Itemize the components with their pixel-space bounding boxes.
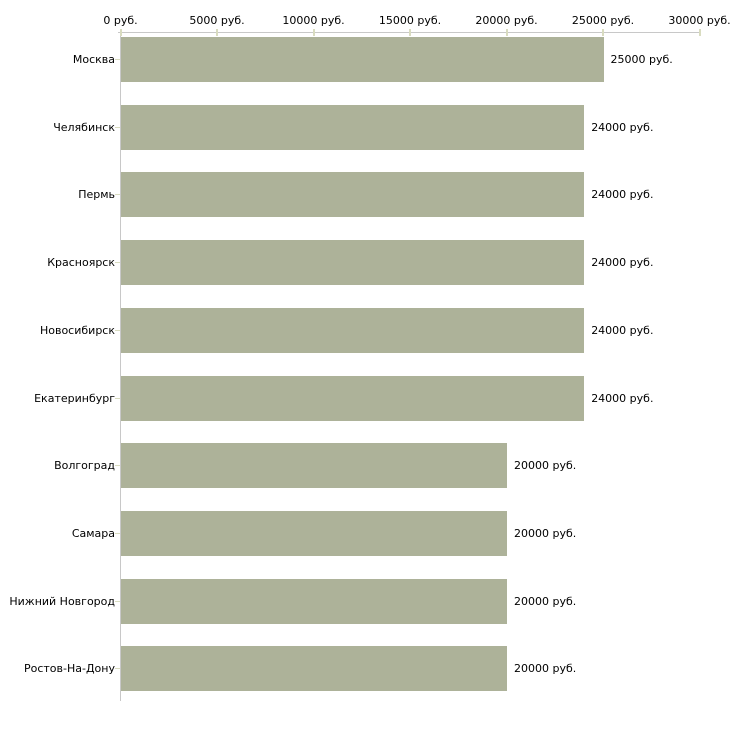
- bar-row: Ростов-На-Дону 20000 руб.: [0, 646, 730, 692]
- bar-row: Пермь 24000 руб.: [0, 172, 730, 218]
- x-axis-tick-mark: [602, 29, 604, 36]
- bar: [121, 578, 507, 624]
- y-axis-tick-mark: [115, 397, 120, 399]
- bar-row: Екатеринбург 24000 руб.: [0, 375, 730, 421]
- x-axis-tick-label: 15000 руб.: [378, 14, 442, 27]
- bar: [121, 104, 585, 150]
- x-axis-tick-mark: [409, 29, 411, 36]
- y-axis-tick-mark: [115, 329, 120, 331]
- bar: [121, 240, 585, 286]
- bar-row: Волгоград 20000 руб.: [0, 443, 730, 489]
- bar-row: Красноярск 24000 руб.: [0, 240, 730, 286]
- x-axis-tick-label: 25000 руб.: [571, 14, 635, 27]
- bar-value-label: 20000 руб.: [514, 594, 577, 608]
- category-label: Красноярск: [47, 256, 115, 270]
- y-axis-tick-mark: [115, 194, 120, 196]
- category-label: Москва: [72, 53, 115, 66]
- y-axis-tick-mark: [115, 668, 120, 670]
- y-axis-tick-mark: [115, 126, 120, 128]
- x-axis-tick-label: 30000 руб.: [668, 14, 730, 27]
- bar-value-label: 24000 руб.: [591, 120, 654, 134]
- bar-row: Нижний Новгород 20000 руб.: [0, 578, 730, 624]
- bar-value-label: 25000 руб.: [610, 53, 673, 66]
- bar: [121, 510, 507, 556]
- bar-value-label: 24000 руб.: [591, 391, 654, 405]
- x-axis-tick-mark: [505, 29, 508, 36]
- category-label: Пермь: [78, 188, 115, 202]
- y-axis-tick-mark: [115, 262, 120, 264]
- y-axis-line: [120, 32, 121, 701]
- x-axis-tick-mark: [698, 29, 701, 36]
- category-label: Самара: [71, 526, 115, 540]
- y-axis-tick-mark: [115, 532, 120, 534]
- bar: [121, 37, 604, 82]
- category-label: Екатеринбург: [34, 391, 115, 405]
- x-axis-tick-label: 20000 руб.: [475, 14, 538, 27]
- bar-value-label: 24000 руб.: [591, 323, 654, 337]
- category-label: Волгоград: [54, 459, 115, 473]
- bar-row: Москва 25000 руб.: [0, 37, 730, 82]
- category-label: Новосибирск: [39, 323, 115, 337]
- y-axis-tick-mark: [115, 600, 120, 602]
- bar-value-label: 20000 руб.: [514, 459, 577, 473]
- x-axis-tick-label: 10000 руб.: [282, 14, 345, 27]
- bar-value-label: 20000 руб.: [514, 662, 577, 676]
- x-axis-tick-mark: [119, 29, 122, 36]
- category-label: Челябинск: [53, 120, 115, 134]
- bar: [121, 307, 585, 353]
- category-label: Ростов-На-Дону: [23, 662, 115, 676]
- x-axis-tick-label: 0 руб.: [103, 14, 138, 27]
- y-axis-tick-mark: [115, 465, 120, 467]
- bar-row: Челябинск 24000 руб.: [0, 104, 730, 150]
- bar: [121, 375, 585, 421]
- category-label: Нижний Новгород: [9, 594, 115, 608]
- x-axis-tick-mark: [216, 29, 218, 36]
- x-axis-tick-label: 5000 руб.: [189, 14, 245, 27]
- bar: [121, 443, 507, 489]
- bar: [121, 646, 507, 692]
- bar-row: Самара 20000 руб.: [0, 510, 730, 556]
- bar-row: Новосибирск 24000 руб.: [0, 307, 730, 353]
- bar-value-label: 24000 руб.: [591, 256, 654, 270]
- y-axis-tick-mark: [115, 59, 120, 60]
- x-axis-tick-mark: [312, 29, 315, 36]
- bar-value-label: 24000 руб.: [591, 188, 654, 202]
- bar-value-label: 20000 руб.: [514, 526, 577, 540]
- bar: [121, 172, 585, 218]
